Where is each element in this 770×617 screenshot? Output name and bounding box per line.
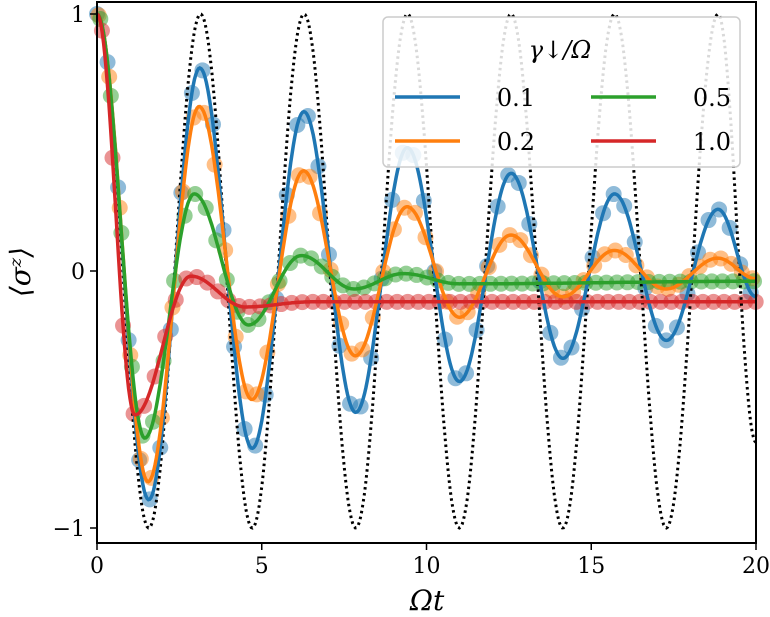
x-tick-label: 10 [413, 554, 441, 579]
legend: γ↓/Ω 0.1 0.2 0.5 1.0 [382, 16, 741, 168]
x-axis-label: Ωt [409, 584, 445, 617]
y-axis-label: ⟨σᶻ⟩ [4, 247, 37, 297]
y-tick-label: 0 [71, 260, 85, 285]
series-line-0.2 [96, 12, 757, 484]
x-tick-label: 20 [742, 554, 770, 579]
reference-line [96, 12, 758, 530]
series-line-1.0 [95, 12, 756, 417]
x-tick-label: 15 [577, 554, 605, 579]
axis-ticks: 0 5 10 15 20−101 [53, 3, 770, 579]
plot-marks [89, 6, 764, 530]
y-tick-label: 1 [71, 3, 85, 28]
legend-box [382, 16, 741, 168]
x-tick-label: 5 [255, 554, 269, 579]
legend-label: 1.0 [693, 128, 731, 156]
legend-entries: 0.1 0.2 0.5 1.0 [395, 84, 731, 156]
x-tick-label: 0 [90, 554, 104, 579]
y-tick-label: −1 [53, 517, 85, 542]
legend-label: 0.2 [497, 128, 535, 156]
legend-title: γ↓/Ω [529, 36, 591, 64]
series-line-0.5 [96, 12, 756, 440]
legend-label: 0.1 [497, 84, 535, 112]
legend-label: 0.5 [693, 84, 731, 112]
series-line-0.1 [96, 12, 757, 502]
